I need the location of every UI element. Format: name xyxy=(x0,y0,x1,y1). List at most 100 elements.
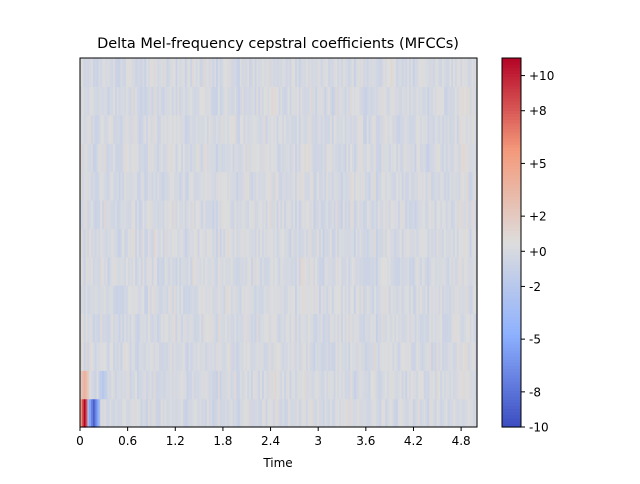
heatmap-cell xyxy=(342,58,346,87)
heatmap-cell xyxy=(177,171,180,201)
heatmap-cell xyxy=(243,143,247,173)
heatmap-cell xyxy=(107,398,111,428)
heatmap-cell xyxy=(405,398,408,428)
heatmap-cell xyxy=(465,228,469,258)
heatmap-cell xyxy=(98,86,101,116)
heatmap-cell xyxy=(83,313,87,343)
heatmap-cell xyxy=(206,143,210,173)
heatmap-cell xyxy=(234,86,237,116)
heatmap-cell xyxy=(225,228,228,258)
heatmap-cell xyxy=(377,143,381,173)
heatmap-cell xyxy=(322,341,326,371)
heatmap-cell xyxy=(148,58,151,87)
heatmap-cell xyxy=(85,285,88,315)
heatmap-cell xyxy=(304,370,307,400)
heatmap-cell xyxy=(81,370,85,400)
heatmap-cell xyxy=(432,313,436,343)
heatmap-cell xyxy=(309,398,313,428)
heatmap-cell xyxy=(456,171,460,201)
heatmap-cell xyxy=(151,398,155,428)
heatmap-cell xyxy=(322,256,326,286)
heatmap-cell xyxy=(102,199,105,229)
heatmap-cell xyxy=(239,370,243,400)
heatmap-cell xyxy=(274,171,278,201)
heatmap-cell xyxy=(227,398,230,428)
heatmap-cell xyxy=(420,370,423,400)
heatmap-cell xyxy=(210,114,213,144)
heatmap-cell xyxy=(295,398,298,428)
heatmap-cell xyxy=(146,398,149,428)
heatmap-cell xyxy=(89,143,92,173)
colorbar-segment xyxy=(502,131,521,136)
heatmap-cell xyxy=(289,370,292,400)
heatmap-cell xyxy=(432,228,436,258)
heatmap-cell xyxy=(94,341,98,371)
heatmap-cell xyxy=(348,143,351,173)
heatmap-cell xyxy=(377,398,381,428)
heatmap-cell xyxy=(396,370,399,400)
heatmap-cell xyxy=(219,58,223,87)
heatmap-cell xyxy=(392,285,395,315)
heatmap-cell xyxy=(407,143,410,173)
colorbar-segment xyxy=(502,125,521,130)
heatmap-cell xyxy=(204,58,208,87)
heatmap-cell xyxy=(122,285,125,315)
heatmap-cell xyxy=(225,86,228,116)
heatmap-cell xyxy=(462,143,465,173)
heatmap-cell xyxy=(271,86,274,116)
heatmap-cell xyxy=(263,58,267,87)
heatmap-cell xyxy=(418,285,421,315)
heatmap-cell xyxy=(317,370,320,400)
heatmap-cell xyxy=(144,256,147,286)
heatmap-cell xyxy=(302,313,305,343)
heatmap-cell xyxy=(125,58,129,87)
heatmap-cell xyxy=(418,398,421,428)
heatmap-cell xyxy=(159,341,162,371)
heatmap-cell xyxy=(160,171,164,201)
heatmap-cell xyxy=(157,114,160,144)
heatmap-cell xyxy=(311,86,315,116)
heatmap-cell xyxy=(155,313,158,343)
heatmap-cell xyxy=(105,370,109,400)
heatmap-cell xyxy=(298,228,302,258)
heatmap-cell xyxy=(416,199,419,229)
heatmap-cell xyxy=(111,199,114,229)
heatmap-cell xyxy=(100,199,103,229)
heatmap-cell xyxy=(390,256,394,286)
heatmap-cell xyxy=(451,58,454,87)
heatmap-cell xyxy=(401,86,405,116)
heatmap-cell xyxy=(346,171,349,201)
heatmap-cell xyxy=(157,86,160,116)
heatmap-cell xyxy=(193,58,197,87)
heatmap-cell xyxy=(298,313,302,343)
heatmap-cell xyxy=(276,171,280,201)
heatmap-cell xyxy=(100,143,103,173)
heatmap-cell xyxy=(261,143,265,173)
heatmap-cell xyxy=(131,313,134,343)
heatmap-cell xyxy=(443,256,447,286)
heatmap-cell xyxy=(326,171,329,201)
colorbar-segment xyxy=(502,85,521,90)
heatmap-cell xyxy=(363,398,366,428)
heatmap-cell xyxy=(307,341,311,371)
heatmap-cell xyxy=(206,398,210,428)
colorbar-segment xyxy=(502,316,521,320)
heatmap-cell xyxy=(320,228,324,258)
heatmap-cell xyxy=(326,86,329,116)
heatmap-cell xyxy=(254,313,258,343)
heatmap-cell xyxy=(265,58,269,87)
heatmap-cell xyxy=(390,313,394,343)
heatmap-cell xyxy=(236,228,239,258)
heatmap-cell xyxy=(291,285,294,315)
heatmap-cell xyxy=(175,171,179,201)
heatmap-cell xyxy=(467,370,471,400)
heatmap-cell xyxy=(377,86,381,116)
heatmap-cell xyxy=(473,228,476,258)
heatmap-cell xyxy=(217,114,221,144)
heatmap-cell xyxy=(186,86,190,116)
heatmap-cell xyxy=(214,114,217,144)
colorbar-segment xyxy=(502,147,521,151)
heatmap-cell xyxy=(85,256,88,286)
heatmap-cell xyxy=(179,143,182,173)
heatmap-cell xyxy=(232,228,235,258)
